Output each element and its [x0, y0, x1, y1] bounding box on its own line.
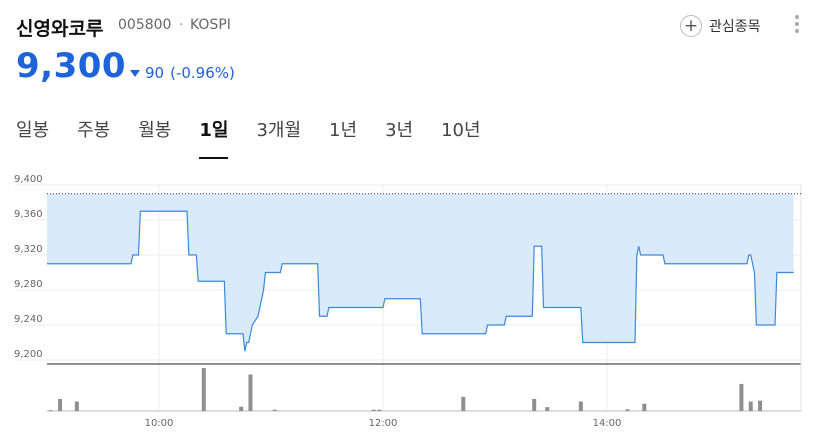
volume-bar — [377, 409, 382, 411]
price-line-path — [47, 210, 794, 352]
volume-bar — [48, 410, 53, 411]
tab-3month[interactable]: 3개월 — [256, 120, 302, 141]
y-tick-label: 9,200 — [14, 349, 43, 360]
y-axis-labels: 9,400 9,360 9,320 9,280 9,240 9,200 — [14, 174, 43, 360]
separator-dot: · — [179, 17, 184, 33]
tab-1day[interactable]: 1일 — [199, 116, 229, 159]
volume-bar — [545, 407, 550, 411]
tab-1year[interactable]: 1년 — [329, 120, 358, 141]
volume-bar — [625, 409, 630, 411]
y-tick-label: 9,280 — [14, 279, 43, 290]
price-area-fill — [47, 193, 794, 352]
x-tick-label: 12:00 — [369, 418, 398, 429]
volume-bar — [758, 400, 763, 411]
y-tick-label: 9,400 — [14, 174, 43, 185]
volume-bar — [239, 406, 244, 411]
price-area — [47, 193, 794, 352]
volume-bar — [371, 409, 376, 411]
price-line — [47, 210, 794, 352]
volume-bar — [748, 401, 753, 411]
y-tick-label: 9,240 — [14, 314, 43, 325]
price-change: 90 (-0.96%) — [130, 64, 235, 82]
tab-weekly[interactable]: 주봉 — [77, 120, 111, 141]
volume-bar — [532, 398, 537, 411]
x-tick-label: 10:00 — [145, 418, 174, 429]
intraday-chart: 9,400 9,360 9,320 9,280 9,240 9,200 10:00 12:0… — [0, 157, 816, 438]
tab-3year[interactable]: 3년 — [385, 120, 414, 141]
watchlist-label: 관심종목 — [709, 19, 761, 35]
change-amount: 90 — [145, 64, 165, 82]
volume-bars — [48, 368, 763, 411]
x-tick-label: 14:00 — [593, 418, 622, 429]
volume-bar — [272, 409, 277, 411]
down-triangle-icon — [130, 69, 140, 77]
stock-code: 005800 — [118, 17, 172, 33]
volume-bar — [74, 401, 79, 411]
volume-bar — [642, 403, 647, 411]
tab-10year[interactable]: 10년 — [441, 120, 481, 141]
stock-name: 신영와코루 — [16, 18, 104, 40]
volume-bar — [58, 398, 63, 411]
x-axis-labels: 10:00 12:00 14:00 — [145, 418, 622, 429]
volume-bar — [461, 396, 466, 411]
more-options-icon[interactable] — [794, 15, 800, 37]
y-tick-label: 9,320 — [14, 244, 43, 255]
plus-icon: + — [680, 15, 702, 37]
current-price: 9,300 — [16, 46, 127, 86]
add-watchlist-button[interactable]: + 관심종목 — [680, 12, 761, 40]
volume-bar — [739, 383, 744, 411]
market-name: KOSPI — [190, 17, 231, 33]
volume-bar — [578, 401, 583, 411]
y-tick-label: 9,360 — [14, 209, 43, 220]
volume-bar — [201, 368, 206, 411]
tab-monthly[interactable]: 월봉 — [138, 120, 172, 141]
stock-header: 신영와코루 005800 · KOSPI + 관심종목 — [16, 12, 800, 42]
chart-svg: 9,400 9,360 9,320 9,280 9,240 9,200 10:00 12:0… — [14, 157, 802, 429]
volume-bar — [248, 374, 253, 411]
period-tabs: 일봉 주봉 월봉 1일 3개월 1년 3년 10년 — [16, 116, 509, 160]
change-percent: (-0.96%) — [170, 64, 235, 82]
tab-daily[interactable]: 일봉 — [16, 120, 50, 141]
